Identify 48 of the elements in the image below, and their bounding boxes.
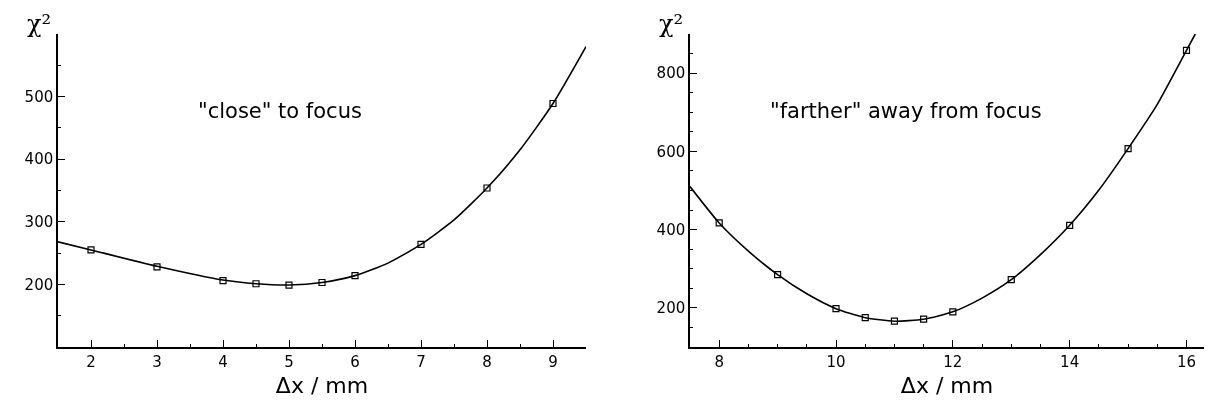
x-tick-label: 10 [826, 352, 846, 371]
x-tick-label: 7 [416, 352, 426, 371]
point [219, 277, 227, 285]
x-axis-title: Δx / mm [275, 373, 369, 399]
point [87, 246, 95, 254]
point [417, 240, 425, 248]
y-axis-title: χ² [659, 10, 684, 38]
point [1182, 46, 1191, 55]
y-tick-label: 800 [656, 64, 686, 83]
point [285, 281, 293, 289]
point [252, 280, 260, 288]
y-tick-label: 500 [24, 87, 54, 106]
annotation: "close" to focus [198, 99, 362, 123]
point [774, 271, 782, 279]
point [949, 308, 957, 316]
point [1124, 145, 1132, 153]
point [483, 184, 491, 192]
x-tick-label: 5 [284, 352, 294, 371]
x-axis-title: Δx / mm [900, 373, 994, 399]
point [1007, 276, 1015, 284]
point [920, 315, 928, 323]
y-tick-label: 400 [24, 150, 54, 169]
y-tick-label: 300 [24, 213, 54, 232]
x-tick-label: 16 [1176, 352, 1197, 371]
x-tick-label: 8 [714, 352, 724, 371]
x-tick-label: 4 [218, 352, 228, 371]
point [715, 219, 723, 227]
x-tick-label: 12 [943, 352, 963, 371]
x-tick-label: 2 [86, 352, 96, 371]
point [318, 278, 326, 287]
point [832, 305, 840, 313]
point [549, 99, 557, 108]
y-axis-title: χ² [27, 10, 52, 38]
point [890, 317, 899, 325]
point [1066, 221, 1074, 229]
point [153, 263, 161, 271]
x-tick-label: 3 [152, 352, 162, 371]
y-tick-label: 600 [656, 142, 686, 161]
point [351, 272, 359, 280]
x-tick-label: 6 [350, 352, 360, 371]
x-tick-label: 9 [548, 352, 558, 371]
x-tick-label: 14 [1060, 352, 1080, 371]
x-tick-label: 8 [482, 352, 492, 371]
annotation: "farther" away from focus [770, 99, 1042, 123]
point [861, 314, 869, 322]
y-tick-label: 200 [656, 299, 686, 318]
y-tick-label: 200 [24, 275, 54, 294]
y-tick-label: 400 [656, 220, 686, 239]
